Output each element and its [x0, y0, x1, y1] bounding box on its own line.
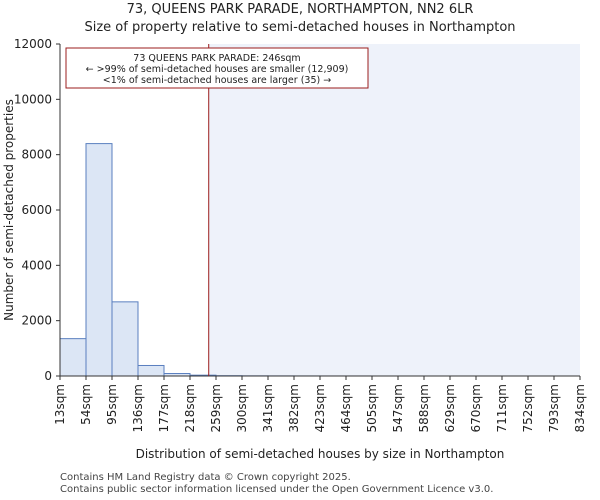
- annotation-line-3: <1% of semi-detached houses are larger (…: [103, 75, 331, 86]
- x-tick-label: 13sqm: [53, 384, 67, 425]
- x-tick-label: 629sqm: [443, 384, 457, 432]
- footer-attribution-1: Contains HM Land Registry data © Crown c…: [60, 472, 351, 483]
- x-tick-label: 464sqm: [339, 384, 353, 432]
- y-tick-label: 6000: [21, 203, 52, 217]
- x-tick-label: 218sqm: [183, 384, 197, 432]
- x-tick-label: 588sqm: [417, 384, 431, 432]
- x-tick-label: 752sqm: [521, 384, 535, 432]
- y-tick-label: 4000: [21, 258, 52, 272]
- x-tick-label: 136sqm: [131, 384, 145, 432]
- x-tick-label: 54sqm: [79, 384, 93, 425]
- x-tick-label: 300sqm: [235, 384, 249, 432]
- x-axis-label: Distribution of semi-detached houses by …: [136, 447, 505, 461]
- bar-136sqm: [137, 364, 165, 377]
- y-tick-label: 2000: [21, 314, 52, 328]
- x-tick-label: 834sqm: [573, 384, 587, 432]
- annotation-line-2: ← >99% of semi-detached houses are small…: [86, 64, 349, 75]
- x-tick-label: 711sqm: [495, 384, 509, 432]
- x-tick-label: 177sqm: [157, 384, 171, 432]
- x-tick-label: 95sqm: [105, 384, 119, 425]
- annotation-box: [65, 47, 369, 89]
- x-tick-label: 382sqm: [287, 384, 301, 432]
- x-tick-label: 259sqm: [209, 384, 223, 432]
- chart-subtitle: Size of property relative to semi-detach…: [84, 20, 516, 35]
- y-tick-label: 10000: [14, 92, 52, 106]
- y-axis-label: Number of semi-detached properties: [2, 99, 16, 321]
- y-tick-label: 8000: [21, 148, 52, 162]
- x-tick-label: 793sqm: [547, 384, 561, 432]
- footer-attribution-2: Contains public sector information licen…: [60, 484, 494, 495]
- bar-13sqm: [59, 338, 87, 377]
- x-tick-label: 670sqm: [469, 384, 483, 432]
- annotation-line-1: 73 QUEENS PARK PARADE: 246sqm: [133, 53, 300, 64]
- bar-95sqm: [111, 301, 139, 377]
- chart-title: 73, QUEENS PARK PARADE, NORTHAMPTON, NN2…: [126, 2, 474, 17]
- x-tick-label: 423sqm: [313, 384, 327, 432]
- highlight-region: [208, 44, 580, 376]
- x-tick-label: 547sqm: [391, 384, 405, 432]
- bar-54sqm: [85, 143, 113, 377]
- y-tick-label: 12000: [14, 37, 52, 51]
- y-tick-label: 0: [44, 369, 52, 383]
- x-tick-label: 505sqm: [365, 384, 379, 432]
- x-tick-label: 341sqm: [261, 384, 275, 432]
